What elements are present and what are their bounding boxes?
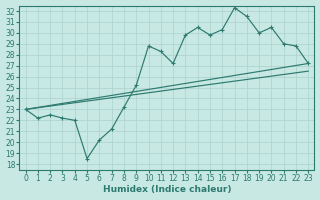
X-axis label: Humidex (Indice chaleur): Humidex (Indice chaleur) <box>103 185 231 194</box>
